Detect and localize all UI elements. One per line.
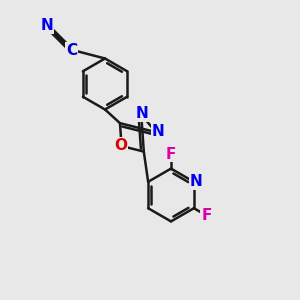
Text: N: N	[152, 124, 165, 139]
Text: C: C	[66, 43, 77, 58]
Text: F: F	[166, 147, 176, 162]
Text: O: O	[114, 138, 127, 153]
Text: N: N	[136, 106, 149, 122]
Text: N: N	[40, 18, 53, 33]
Text: N: N	[189, 174, 202, 189]
Text: F: F	[201, 208, 211, 223]
